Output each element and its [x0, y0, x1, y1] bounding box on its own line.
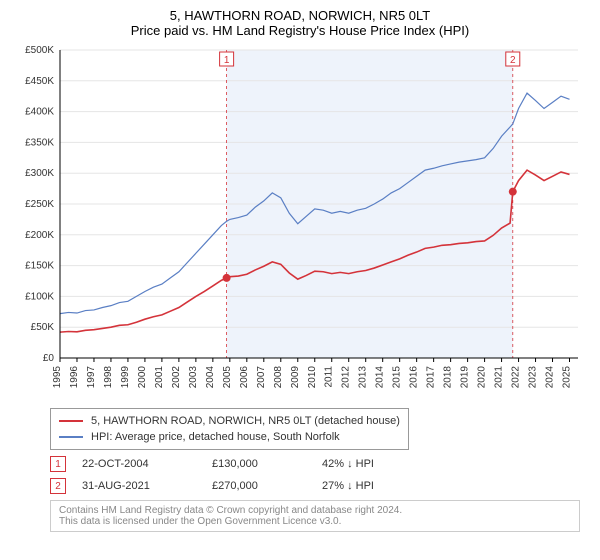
- svg-text:2013: 2013: [358, 366, 369, 389]
- svg-text:2020: 2020: [477, 366, 488, 389]
- sale-diff: 27% ↓ HPI: [322, 480, 432, 492]
- sale-badge: 1: [50, 456, 66, 472]
- sale-row: 1 22-OCT-2004£130,00042% ↓ HPI: [50, 456, 588, 472]
- sale-row: 2 31-AUG-2021£270,00027% ↓ HPI: [50, 478, 588, 494]
- svg-text:£150K: £150K: [25, 261, 54, 272]
- legend-label: HPI: Average price, detached house, Sout…: [91, 429, 340, 445]
- svg-text:2015: 2015: [392, 366, 403, 389]
- sale-diff: 42% ↓ HPI: [322, 458, 432, 470]
- svg-text:1999: 1999: [120, 366, 131, 389]
- svg-text:£500K: £500K: [25, 45, 54, 56]
- svg-text:2018: 2018: [443, 366, 454, 389]
- svg-text:2006: 2006: [239, 366, 250, 389]
- svg-text:2008: 2008: [273, 366, 284, 389]
- svg-text:2002: 2002: [171, 366, 182, 389]
- svg-text:2019: 2019: [460, 366, 471, 389]
- svg-text:2025: 2025: [562, 366, 573, 389]
- legend: 5, HAWTHORN ROAD, NORWICH, NR5 0LT (deta…: [50, 408, 409, 450]
- svg-text:2014: 2014: [375, 366, 386, 389]
- footer-line: This data is licensed under the Open Gov…: [59, 516, 571, 527]
- svg-text:2000: 2000: [137, 366, 148, 389]
- svg-text:1995: 1995: [52, 366, 63, 389]
- svg-text:£100K: £100K: [25, 291, 54, 302]
- svg-text:2007: 2007: [256, 366, 267, 389]
- footer: Contains HM Land Registry data © Crown c…: [50, 500, 580, 532]
- svg-text:2017: 2017: [426, 366, 437, 389]
- svg-text:1996: 1996: [69, 366, 80, 389]
- svg-text:£300K: £300K: [25, 168, 54, 179]
- svg-text:£0: £0: [43, 353, 55, 364]
- svg-text:£50K: £50K: [31, 322, 55, 333]
- chart-subtitle: Price paid vs. HM Land Registry's House …: [12, 23, 588, 38]
- svg-text:2024: 2024: [545, 366, 556, 389]
- sale-price: £130,000: [212, 458, 322, 470]
- svg-text:£400K: £400K: [25, 107, 54, 118]
- chart-title: 5, HAWTHORN ROAD, NORWICH, NR5 0LT: [12, 8, 588, 23]
- svg-text:2023: 2023: [528, 366, 539, 389]
- legend-label: 5, HAWTHORN ROAD, NORWICH, NR5 0LT (deta…: [91, 413, 400, 429]
- svg-text:£350K: £350K: [25, 137, 54, 148]
- svg-text:2009: 2009: [290, 366, 301, 389]
- svg-text:£200K: £200K: [25, 230, 54, 241]
- footer-line: Contains HM Land Registry data © Crown c…: [59, 505, 571, 516]
- legend-swatch: [59, 420, 83, 422]
- svg-text:2004: 2004: [205, 366, 216, 389]
- svg-text:2012: 2012: [341, 366, 352, 389]
- chart-area: £0 £50K £100K £150K £200K £250K £300K £350K £400…: [12, 42, 588, 402]
- svg-text:£450K: £450K: [25, 76, 54, 87]
- legend-swatch: [59, 436, 83, 438]
- svg-text:1997: 1997: [86, 366, 97, 389]
- svg-text:2010: 2010: [307, 366, 318, 389]
- svg-text:2001: 2001: [154, 366, 165, 389]
- sale-date: 22-OCT-2004: [82, 458, 212, 470]
- svg-text:2005: 2005: [222, 366, 233, 389]
- svg-text:1: 1: [224, 55, 230, 66]
- sale-badge: 2: [50, 478, 66, 494]
- sale-date: 31-AUG-2021: [82, 480, 212, 492]
- svg-text:2011: 2011: [324, 366, 335, 388]
- legend-row-hpi: HPI: Average price, detached house, Sout…: [59, 429, 400, 445]
- svg-text:1998: 1998: [103, 366, 114, 389]
- svg-text:2: 2: [510, 55, 516, 66]
- sale-price: £270,000: [212, 480, 322, 492]
- svg-text:2003: 2003: [188, 366, 199, 389]
- svg-text:£250K: £250K: [25, 199, 54, 210]
- svg-text:2016: 2016: [409, 366, 420, 389]
- svg-text:2021: 2021: [494, 366, 505, 389]
- svg-text:2022: 2022: [511, 366, 522, 389]
- legend-row-property: 5, HAWTHORN ROAD, NORWICH, NR5 0LT (deta…: [59, 413, 400, 429]
